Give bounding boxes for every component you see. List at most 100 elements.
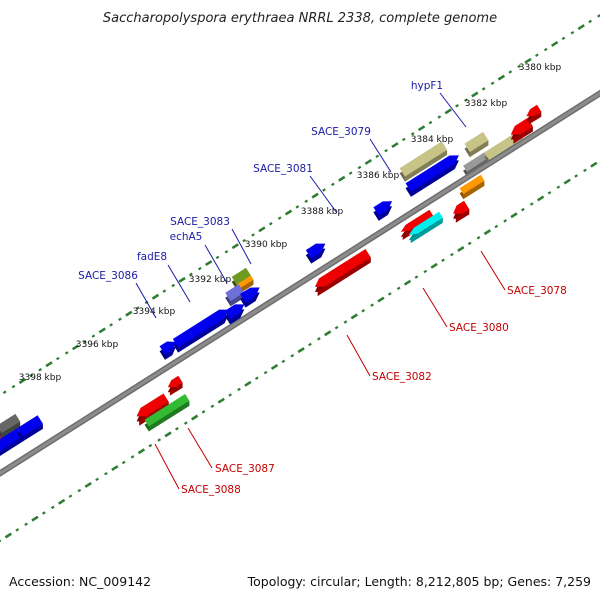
tick-mark — [503, 219, 507, 223]
tick-mark — [15, 528, 20, 532]
feature-SACE_3087-top — [136, 393, 169, 417]
leader-line — [369, 138, 392, 173]
tick-mark — [384, 148, 388, 153]
leader-line — [135, 282, 157, 319]
feature-hypF1 — [405, 155, 459, 197]
tick-mark — [401, 137, 406, 142]
tick-mark — [547, 191, 552, 195]
gene-label-text: SACE_3079 — [311, 126, 371, 138]
tick-mark — [536, 195, 545, 202]
backbone-line — [0, 91, 600, 476]
tick-mark — [430, 262, 438, 269]
tick-mark — [497, 74, 506, 81]
tick-mark — [316, 337, 321, 341]
tick-mark — [517, 64, 522, 69]
tick-mark — [56, 356, 60, 361]
tick-mark — [361, 309, 366, 313]
scale-label: 3382 kbp — [465, 99, 508, 109]
tick-mark — [224, 250, 229, 254]
gene-label-text: SACE_3081 — [253, 163, 313, 175]
gene-labels: 3380 kbp 3382 kbp 3384 kbp 3386 kbp 3388 kbp… — [19, 63, 567, 496]
feature-SACE_3087-small-front — [169, 382, 183, 396]
tick-mark — [57, 498, 66, 505]
leader-line — [204, 244, 228, 284]
gene-label-text: SACE_3083 — [170, 216, 230, 228]
feature-echA5 — [225, 284, 245, 307]
tick-mark — [423, 269, 428, 274]
band-5-top — [17, 415, 43, 437]
tick-mark — [91, 334, 96, 338]
tick-mark — [215, 255, 220, 260]
feature-SACE_3078-top — [453, 200, 470, 214]
feature-hypF1-band — [399, 141, 448, 182]
tick-mark — [387, 292, 392, 296]
gene-label-forward: echA5 — [170, 231, 228, 284]
map-title: Saccharopolyspora erythraea NRRL 2338, c… — [103, 11, 497, 26]
leader-line — [480, 250, 506, 291]
tick-mark — [45, 361, 53, 368]
tick-mark — [450, 252, 454, 257]
feature-fadE8-left — [224, 304, 245, 325]
scale-label: 3388 kbp — [301, 207, 344, 217]
feature-right-red-1 — [510, 117, 533, 144]
feature-right-red-2-front — [528, 111, 542, 125]
feature-SACE_3083-a-top — [231, 267, 251, 285]
gene-label-text: SACE_3078 — [507, 285, 567, 297]
feature-SACE_3080-b — [408, 211, 443, 244]
tick-mark — [508, 70, 513, 74]
tick-mark — [251, 233, 255, 237]
band-7-front — [469, 140, 489, 158]
tick-mark — [205, 260, 213, 267]
tick-mark — [135, 306, 140, 310]
tick-mark — [84, 481, 92, 488]
tick-mark — [364, 158, 373, 165]
tick-mark — [308, 342, 312, 347]
tick-mark — [535, 53, 539, 57]
tick-mark — [550, 40, 559, 47]
tick-mark — [201, 410, 206, 414]
tick-mark — [38, 368, 42, 372]
feature-hypF1-band-front — [404, 149, 448, 182]
tick-mark — [109, 323, 113, 327]
tick-mark — [444, 108, 452, 115]
tick-mark — [343, 320, 348, 324]
tick-mark — [191, 414, 199, 421]
tick-mark — [125, 310, 133, 317]
feature-fadE8-right-top — [240, 287, 260, 303]
band-5-front — [22, 423, 43, 442]
tick-mark — [244, 380, 252, 387]
gene-label-text: fadE8 — [137, 251, 167, 263]
tick-mark — [483, 229, 492, 236]
feature-right-red-2 — [526, 104, 542, 125]
tick-mark — [457, 246, 465, 252]
feature-fadE8-right-front — [245, 296, 256, 308]
band-4-top — [0, 428, 23, 451]
feature-SACE_3087-small-top — [167, 375, 183, 388]
tick-mark — [441, 258, 445, 262]
gene-label-forward: SACE_3083 — [170, 216, 252, 265]
leader-line — [167, 264, 191, 303]
tick-mark — [268, 221, 273, 226]
tick-mark — [98, 327, 106, 334]
band-5 — [17, 415, 43, 442]
feature-SACE_3082-top — [314, 249, 371, 287]
tick-mark — [29, 373, 34, 378]
gene-label-reverse: SACE_3080 — [422, 287, 509, 334]
feature-SACE_3079-top — [373, 201, 393, 216]
tick-mark — [148, 443, 153, 448]
tick-track-upper — [2, 14, 600, 394]
tick-mark — [197, 266, 202, 271]
tick-mark — [164, 431, 172, 438]
gene-label-forward: SACE_3086 — [78, 270, 157, 319]
tick-mark — [490, 81, 495, 85]
tick-mark — [183, 421, 188, 425]
tick-mark — [189, 272, 193, 277]
tick-mark — [297, 347, 305, 354]
tick-mark — [324, 330, 332, 337]
feature-SACE_3088-top — [144, 394, 190, 427]
gene-label-text: hypF1 — [411, 80, 443, 92]
tick-mark — [370, 303, 374, 307]
tick-mark — [42, 511, 46, 515]
tick-mark — [311, 192, 319, 199]
feature-SACE_3086-front — [178, 318, 225, 353]
